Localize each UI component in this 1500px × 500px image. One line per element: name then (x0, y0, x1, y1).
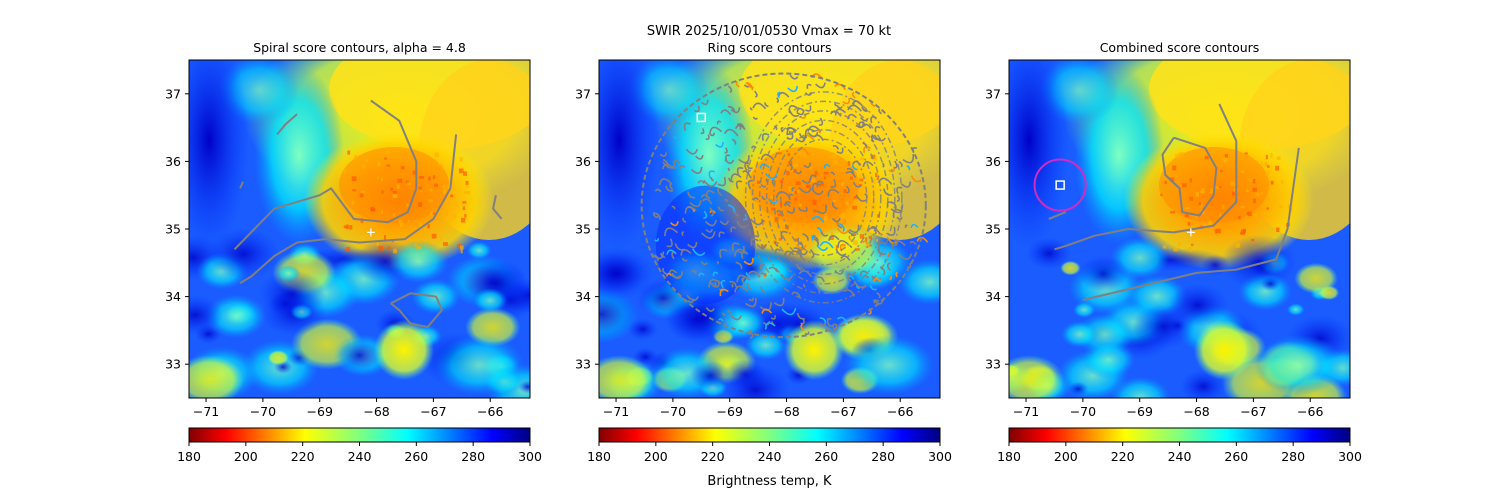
x-tick-label: −70 (1070, 404, 1096, 419)
colorbar-label: Brightness temp, K (707, 474, 832, 489)
center-marker (366, 228, 375, 237)
y-tick-label: 37 (575, 86, 591, 101)
y-tick-label: 35 (165, 222, 181, 237)
colorbar-tick-label: 240 (758, 449, 782, 464)
y-tick-label: 35 (575, 222, 591, 237)
best-marker (1055, 180, 1065, 190)
y-tick-label: 33 (985, 357, 1001, 372)
colorbar-3: 180 200 220 240 260 280 300 (997, 427, 1362, 464)
y-tick-label: 33 (165, 357, 181, 372)
y-tick-label: 33 (575, 357, 591, 372)
colorbar-tick-label: 200 (234, 449, 258, 464)
colorbar-tick-label: 260 (814, 449, 838, 464)
x-tick-label: −71 (603, 404, 629, 419)
colorbar-tick-label: 180 (997, 449, 1021, 464)
colorbar-tick-label: 260 (404, 449, 428, 464)
contour-inner-loop (1161, 136, 1218, 217)
panel-2: Ring score contours −71 −70 −69 −68 −67 −66 33 3… (575, 40, 941, 419)
contour-west-fragment (1048, 211, 1067, 220)
best-marker-circle (1033, 158, 1087, 212)
panel-1: Spiral score contours, alpha = 4.8 −71 −70… (165, 40, 531, 419)
center-marker (1186, 228, 1195, 237)
x-tick-label: −66 (887, 404, 913, 419)
panel-title: Combined score contours (1100, 40, 1260, 55)
colorbar-tick-label: 300 (1338, 449, 1362, 464)
colorbar-gradient (598, 427, 941, 443)
x-tick-label: −69 (1127, 404, 1153, 419)
panel-title: Spiral score contours, alpha = 4.8 (253, 40, 466, 55)
colorbar-tick-label: 280 (871, 449, 895, 464)
contour-nw-fragment (276, 113, 298, 136)
contour-spiral-arm (1054, 103, 1238, 251)
best-marker (696, 112, 707, 123)
y-tick-label: 35 (985, 222, 1001, 237)
contour-west-fragment (239, 181, 244, 189)
y-tick-label: 37 (985, 86, 1001, 101)
colorbar-tick-label: 260 (1224, 449, 1248, 464)
x-tick-label: −67 (420, 404, 446, 419)
colorbar-tick-label: 240 (1168, 449, 1192, 464)
x-tick-label: −68 (773, 404, 799, 419)
contour-east-fragment (492, 194, 503, 220)
ring-contours (640, 72, 929, 339)
x-tick-label: −68 (363, 404, 389, 419)
colorbar-gradient (1008, 427, 1351, 443)
x-tick-label: −71 (1013, 404, 1039, 419)
x-tick-label: −70 (660, 404, 686, 419)
colorbar-tick-label: 280 (461, 449, 485, 464)
satellite-image (1009, 60, 1350, 398)
colorbar-tick-label: 180 (587, 449, 611, 464)
colorbar-tick-label: 220 (291, 449, 315, 464)
colorbar-1: 180 200 220 240 260 280 300 (177, 427, 542, 464)
x-tick-label: −67 (830, 404, 856, 419)
x-tick-label: −67 (1240, 404, 1266, 419)
contour-outer-arc (1082, 147, 1300, 301)
x-tick-label: −66 (1297, 404, 1323, 419)
x-tick-label: −66 (477, 404, 503, 419)
y-tick-label: 37 (165, 86, 181, 101)
colorbar-gradient (188, 427, 531, 443)
colorbar-tick-label: 300 (928, 449, 952, 464)
contour-spiral-arm-main (233, 99, 418, 251)
panel-title: Ring score contours (707, 40, 831, 55)
y-tick-label: 36 (165, 154, 181, 169)
y-tick-label: 34 (985, 289, 1001, 304)
x-tick-label: −70 (250, 404, 276, 419)
colorbar-2: 180 200 220 240 260 280 300 (587, 427, 952, 464)
x-tick-label: −71 (193, 404, 219, 419)
y-tick-label: 34 (165, 289, 181, 304)
satellite-image (599, 60, 940, 398)
x-tick-label: −69 (717, 404, 743, 419)
y-tick-label: 36 (575, 154, 591, 169)
y-tick-label: 36 (985, 154, 1001, 169)
colorbar-tick-label: 220 (1111, 449, 1135, 464)
contour-south-loop (390, 292, 443, 328)
x-tick-label: −68 (1183, 404, 1209, 419)
x-tick-label: −69 (307, 404, 333, 419)
colorbar-tick-label: 200 (644, 449, 668, 464)
panel-3: Combined score contours −71 −70 −69 −68 −67 −6… (985, 40, 1351, 419)
satellite-image (189, 60, 530, 398)
colorbar-tick-label: 280 (1281, 449, 1305, 464)
colorbar-tick-label: 220 (701, 449, 725, 464)
colorbar-tick-label: 180 (177, 449, 201, 464)
contour-outer-band (239, 134, 458, 284)
suptitle: SWIR 2025/10/01/0530 Vmax = 70 kt (647, 24, 891, 39)
colorbar-tick-label: 240 (348, 449, 372, 464)
colorbar-tick-label: 200 (1054, 449, 1078, 464)
y-tick-label: 34 (575, 289, 591, 304)
colorbar-tick-label: 300 (518, 449, 542, 464)
